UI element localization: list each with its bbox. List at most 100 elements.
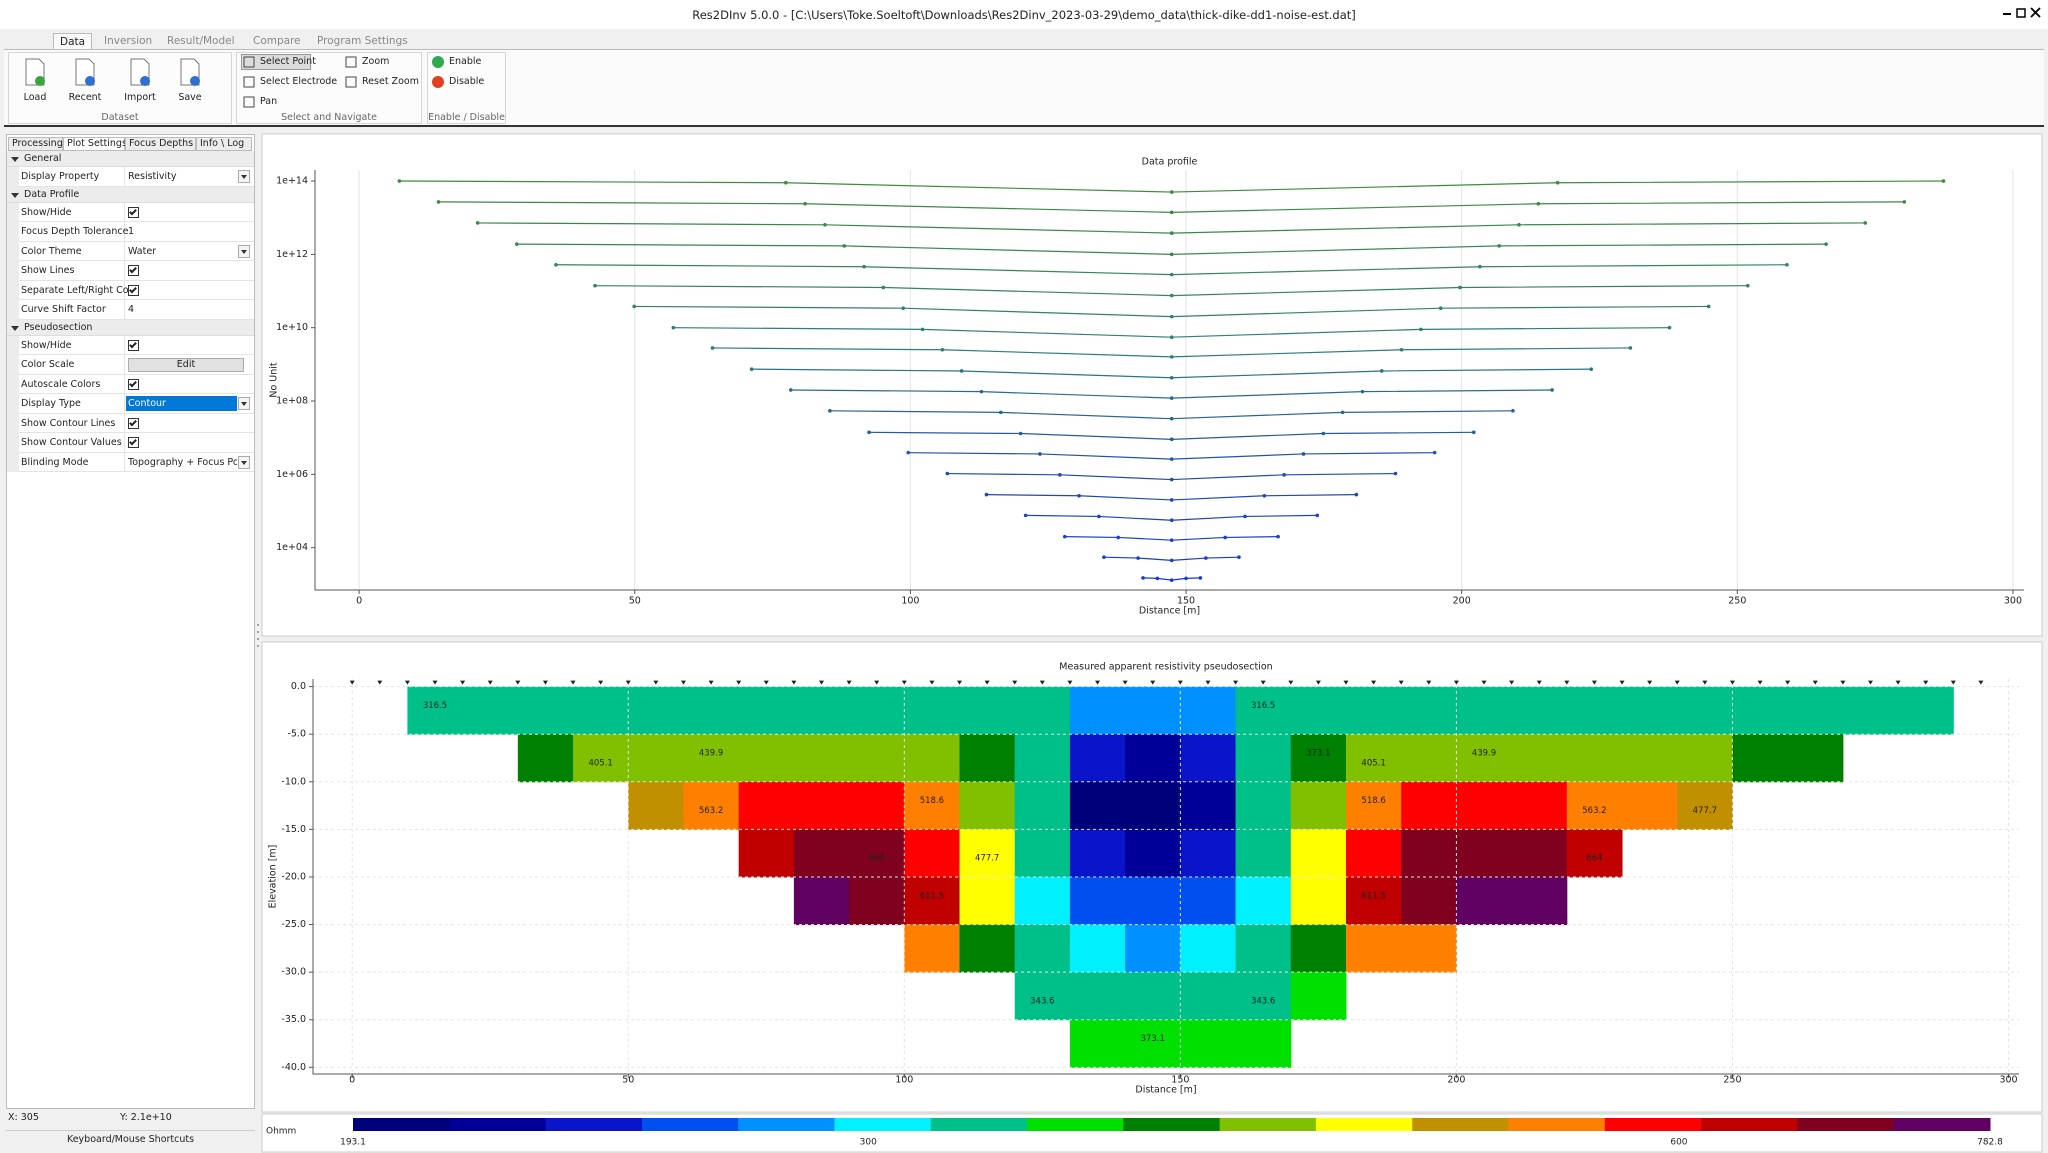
collapse-arrow[interactable] — [11, 192, 19, 198]
ribbon-tab[interactable]: Inversion — [104, 35, 153, 47]
data-point — [867, 430, 871, 435]
ribbon-button[interactable]: Save — [178, 92, 202, 103]
electrode — [1315, 680, 1321, 685]
ribbon-tab[interactable]: Data — [53, 33, 93, 50]
property-value[interactable]: 4 — [128, 304, 135, 315]
contour-cell — [1345, 876, 1402, 926]
ribbon-button[interactable]: Disable — [449, 76, 485, 87]
property-row — [7, 222, 254, 242]
panel-tab[interactable]: Focus Depths — [125, 137, 196, 151]
colorbar-segment — [930, 1118, 1028, 1131]
contour-cell — [959, 829, 1016, 878]
edit-button[interactable]: Edit — [128, 358, 244, 372]
checkbox[interactable] — [128, 417, 139, 429]
ribbon-button[interactable]: Load — [23, 92, 47, 103]
ribbon-tab[interactable]: Program Settings — [317, 35, 408, 47]
electrode — [460, 680, 466, 685]
contour-cell — [683, 686, 740, 735]
ribbon-button[interactable]: Import — [124, 92, 156, 103]
checkbox[interactable] — [128, 206, 139, 218]
contour-cell — [1235, 924, 1292, 973]
contour-cell — [1345, 924, 1402, 973]
data-point — [1517, 223, 1521, 227]
contour-cell — [1125, 876, 1181, 926]
electrode — [1674, 680, 1680, 685]
data-line — [673, 327, 1670, 338]
contour-cell — [1125, 686, 1181, 735]
contour-cell — [407, 686, 464, 735]
data-point — [710, 346, 715, 350]
data-point — [1077, 493, 1081, 498]
contour-cell — [1401, 924, 1457, 973]
contour-cell — [1180, 924, 1237, 973]
collapse-arrow[interactable] — [11, 325, 19, 331]
contour-cell — [628, 781, 684, 830]
ribbon-button[interactable]: Select Point — [260, 56, 316, 67]
contour-cell — [1456, 686, 1513, 735]
property-margin — [7, 335, 19, 355]
property-margin — [7, 202, 19, 222]
checkbox[interactable] — [128, 339, 139, 351]
shortcuts-button[interactable]: Keyboard/Mouse Shortcuts — [6, 1130, 255, 1145]
data-point — [1169, 252, 1174, 257]
checkbox[interactable] — [128, 284, 139, 296]
contour-cell — [793, 734, 850, 783]
data-point — [1667, 325, 1672, 330]
panel-tab[interactable]: Info \ Log — [196, 137, 252, 151]
ribbon-button[interactable]: Enable — [449, 56, 482, 67]
checkbox[interactable] — [128, 437, 139, 448]
panel-tab[interactable]: Plot Settings — [63, 137, 127, 151]
electrode — [1343, 680, 1349, 685]
property-margin — [7, 261, 19, 281]
property-value[interactable]: Contour — [126, 396, 237, 411]
colorbar-segment — [449, 1118, 547, 1131]
checkbox[interactable] — [128, 378, 139, 390]
x-tick-label: 150 — [1171, 1075, 1189, 1086]
ribbon-button[interactable]: Reset Zoom — [362, 76, 419, 87]
contour-cell — [738, 829, 795, 878]
contour-cell — [904, 924, 961, 973]
x-tick-label: 50 — [622, 1075, 634, 1086]
contour-cell — [1069, 972, 1126, 1021]
ribbon-button[interactable]: Recent — [68, 92, 102, 103]
ribbon-button[interactable]: Zoom — [362, 56, 390, 67]
property-value[interactable]: 1 — [128, 226, 135, 237]
data-point — [1169, 190, 1174, 194]
panel-tab[interactable]: Processing — [8, 137, 63, 151]
ribbon-tab[interactable]: Result/Model — [167, 35, 235, 47]
contour-cell — [1235, 876, 1292, 926]
contour-cell — [849, 734, 905, 783]
property-value[interactable]: Resistivity — [128, 171, 177, 182]
ribbon-tab[interactable]: Compare — [253, 35, 301, 47]
property-value[interactable]: Water — [128, 245, 157, 257]
property-divider — [124, 394, 125, 414]
contour-cell — [904, 781, 961, 830]
data-line — [634, 305, 1709, 318]
plot-panel — [261, 133, 2043, 637]
contour-label: 405.1 — [588, 759, 612, 769]
data-point — [1169, 498, 1174, 502]
property-value[interactable]: Topography + Focus Points — [128, 456, 237, 468]
property-divider — [124, 241, 125, 261]
data-point — [1018, 431, 1023, 436]
data-point — [1169, 416, 1174, 421]
contour-cell — [849, 781, 905, 830]
contour-cell — [904, 734, 961, 783]
contour-cell — [1622, 781, 1678, 830]
data-point — [1237, 555, 1241, 559]
contour-cell — [1014, 876, 1071, 926]
checkbox[interactable] — [128, 265, 139, 276]
data-point — [842, 244, 847, 248]
electrode — [1867, 680, 1873, 685]
data-point — [1169, 558, 1174, 563]
dropdown-arrow — [241, 402, 247, 406]
data-point — [1340, 410, 1345, 415]
ribbon-button[interactable]: Select Electrode — [260, 76, 338, 87]
colorbar-segment — [834, 1118, 932, 1131]
electrode — [1288, 680, 1294, 685]
dropdown-arrow — [241, 460, 247, 465]
ribbon-button[interactable]: Pan — [260, 96, 278, 107]
collapse-arrow[interactable] — [11, 157, 19, 162]
contour-label: 563.2 — [699, 806, 723, 816]
contour-cell — [1566, 734, 1623, 783]
